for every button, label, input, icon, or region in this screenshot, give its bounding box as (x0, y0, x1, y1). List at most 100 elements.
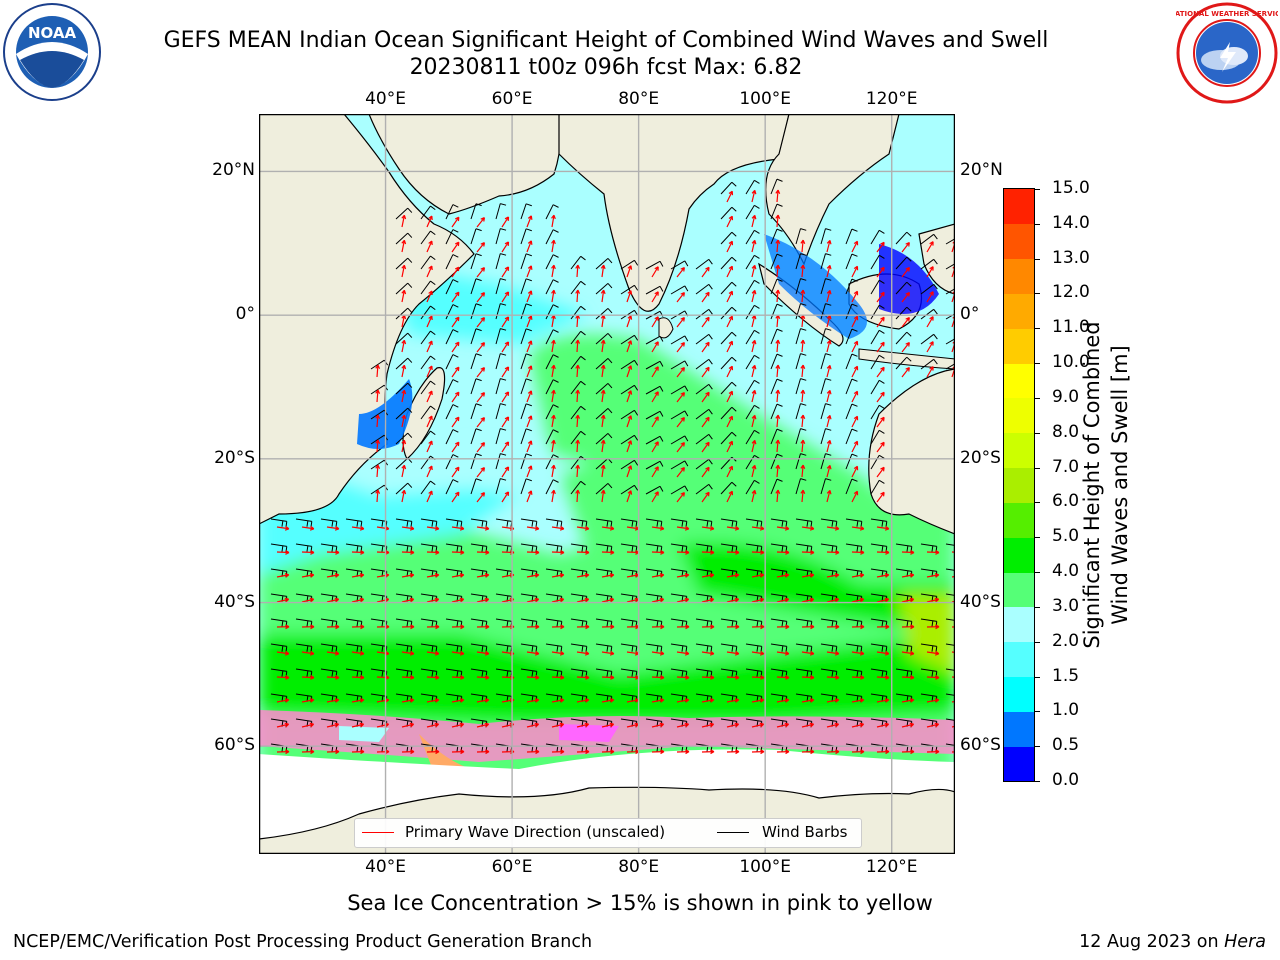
wave-direction-arrow (575, 264, 581, 278)
wind-barb (870, 329, 885, 345)
colorbar-tick-mark (1034, 606, 1040, 608)
wave-direction-arrow (775, 464, 781, 478)
wind-barb (945, 338, 954, 345)
wave-direction-arrow (551, 650, 565, 656)
wave-direction-arrow (301, 624, 315, 630)
latitude-label: 60°S (960, 735, 1001, 756)
wind-barb (420, 330, 436, 345)
map-area (259, 114, 955, 854)
colorbar-tick-mark (1034, 502, 1040, 504)
wave-direction-arrow (701, 525, 715, 531)
wave-direction-arrow (651, 316, 659, 328)
wind-barb (770, 403, 783, 420)
wave-direction-arrow (726, 572, 740, 578)
wind-barb (445, 354, 459, 370)
wave-direction-arrow (926, 674, 940, 680)
wind-barb (945, 288, 954, 295)
wave-direction-arrow (801, 650, 815, 656)
wave-direction-arrow (701, 722, 715, 728)
wave-direction-arrow (601, 525, 615, 531)
wind-barb (745, 229, 760, 245)
wind-barb (445, 204, 459, 220)
wind-barb (645, 460, 664, 470)
colorbar-tick-mark (1034, 363, 1040, 365)
wind-barb (795, 478, 807, 495)
colorbar-tick-label: 8.0 (1052, 421, 1080, 442)
footer-branch: NCEP/EMC/Verification Post Processing Pr… (13, 932, 593, 952)
wave-direction-arrow (926, 722, 940, 728)
chart-title: GEFS MEAN Indian Ocean Significant Heigh… (163, 28, 1049, 53)
wind-barb (670, 360, 689, 370)
wind-barb (620, 484, 639, 495)
wave-direction-arrow (401, 339, 407, 353)
wave-direction-arrow (426, 525, 440, 531)
wave-direction-arrow (276, 549, 290, 555)
wave-direction-arrow (476, 442, 486, 453)
wind-barb (495, 228, 507, 245)
wave-direction-arrow (526, 597, 540, 603)
wave-direction-arrow (401, 364, 407, 378)
wave-direction-arrow (851, 440, 859, 453)
wave-direction-arrow (775, 364, 781, 378)
wind-barb (720, 381, 737, 395)
wave-direction-arrow (576, 698, 590, 703)
wind-barb (445, 404, 459, 420)
wave-direction-arrow (851, 240, 859, 253)
wave-direction-arrow (876, 241, 885, 253)
wave-direction-arrow (726, 597, 740, 603)
wave-direction-arrow (501, 366, 510, 378)
wave-direction-arrow (451, 525, 465, 531)
wind-barb (845, 478, 858, 495)
wave-direction-arrow (326, 698, 340, 703)
wind-barb (445, 479, 459, 495)
wave-direction-arrow (876, 441, 885, 453)
wind-barb (445, 254, 459, 270)
wind-barb (470, 278, 482, 295)
wave-direction-arrow (276, 749, 290, 755)
longitude-label: 120°E (865, 857, 918, 877)
wave-direction-arrow (501, 241, 510, 253)
wave-direction-arrow (600, 389, 606, 403)
wave-direction-arrow (800, 489, 806, 503)
colorbar-tick-mark (1034, 641, 1040, 643)
wave-direction-arrow (801, 674, 815, 680)
colorbar-label-line2: Wind Waves and Swell [m] (1108, 345, 1132, 625)
wave-direction-arrow (876, 674, 890, 680)
wave-direction-arrow (726, 698, 740, 703)
wind-barb (895, 256, 912, 270)
wave-direction-arrow (476, 242, 486, 253)
wave-direction-arrow (326, 749, 340, 755)
wave-direction-arrow (426, 265, 433, 278)
wave-direction-arrow (551, 214, 556, 228)
wave-direction-arrow (901, 341, 910, 353)
wave-direction-arrow (601, 572, 615, 578)
wave-direction-arrow (726, 390, 734, 403)
wave-direction-arrow (776, 749, 790, 755)
wind-barb (445, 454, 459, 470)
wave-direction-arrow (751, 189, 757, 203)
latitude-label: 20°N (212, 160, 255, 181)
wave-direction-arrow (351, 525, 365, 531)
wave-direction-arrow (926, 749, 940, 755)
wave-direction-arrow (276, 722, 290, 728)
wave-direction-arrow (751, 489, 757, 503)
wave-direction-arrow (826, 414, 832, 428)
wind-barb (695, 408, 713, 420)
wind-barb (395, 257, 413, 270)
colorbar-tick-mark (1034, 258, 1040, 260)
wave-direction-arrow (351, 650, 365, 656)
wind-barb (645, 435, 664, 445)
wave-direction-arrow (851, 698, 865, 703)
wave-direction-arrow (600, 264, 606, 278)
wind-barb (470, 428, 482, 445)
wind-barb (620, 434, 639, 445)
wave-direction-arrow (426, 340, 433, 353)
wave-direction-arrow (701, 391, 710, 403)
colorbar-tick-label: 0.0 (1052, 770, 1080, 790)
wave-direction-arrow (851, 650, 865, 656)
wave-direction-arrow (451, 266, 460, 278)
wind-barb (570, 480, 586, 495)
wind-barb (545, 429, 559, 445)
wave-direction-arrow (676, 467, 685, 478)
wave-direction-arrow (851, 749, 865, 755)
